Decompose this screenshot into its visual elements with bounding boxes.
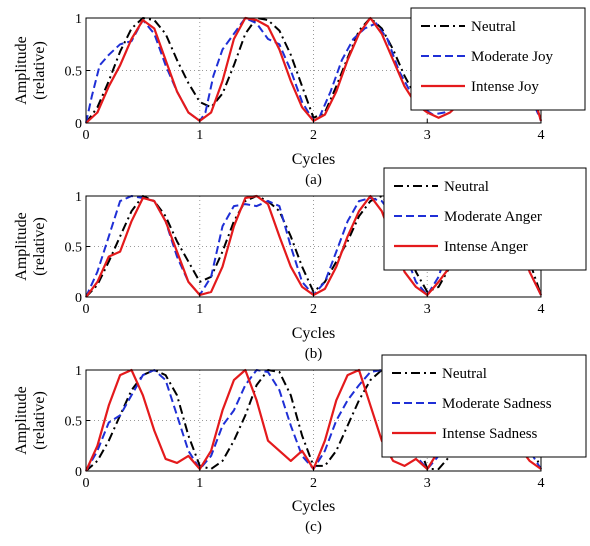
x-tick-label: 3 <box>424 302 431 317</box>
y-axis-label: Amplitude(relative) <box>13 36 48 104</box>
legend-entry: Intense Anger <box>444 239 528 255</box>
y-tick-label: 0.5 <box>65 65 83 80</box>
legend-entry: Moderate Anger <box>444 209 542 225</box>
legend: Neutral Moderate Sadness Intense Sadness <box>381 354 587 458</box>
y-tick-label: 0 <box>75 291 82 306</box>
x-tick-label: 2 <box>310 476 317 491</box>
panel-1: 0 1 2 3 4 0 0.5 1 Cycles Amplitude(relative) (a) Ne… <box>13 7 586 188</box>
x-axis-label: Cycles <box>292 151 336 168</box>
panel-label: (a) <box>305 172 322 188</box>
y-tick-label: 1 <box>75 12 82 27</box>
y-tick-label: 0.5 <box>65 241 83 256</box>
y-tick-label: 0 <box>75 465 82 480</box>
y-axis-label: Amplitude(relative) <box>13 212 48 280</box>
panel-label: (c) <box>305 519 322 535</box>
legend: Neutral Moderate Joy Intense Joy <box>410 7 586 111</box>
legend-entry: Moderate Sadness <box>442 396 552 412</box>
y-axis-label: Amplitude(relative) <box>13 386 48 454</box>
x-tick-label: 1 <box>196 128 203 143</box>
series-line-neutral <box>85 17 542 124</box>
legend: Neutral Moderate Anger Intense Anger <box>383 167 587 271</box>
legend-entry: Neutral <box>442 366 487 382</box>
x-tick-label: 0 <box>83 476 90 491</box>
legend-entry: Intense Joy <box>471 79 539 95</box>
x-tick-label: 2 <box>310 302 317 317</box>
panel-3: 0 1 2 3 4 0 0.5 1 Cycles Amplitude(relative) (c) Ne… <box>13 354 587 535</box>
legend-entry: Intense Sadness <box>442 426 538 442</box>
legend-entry: Moderate Joy <box>471 49 554 65</box>
x-tick-label: 0 <box>83 128 90 143</box>
x-tick-label: 2 <box>310 128 317 143</box>
x-tick-label: 3 <box>424 476 431 491</box>
panel-2: 0 1 2 3 4 0 0.5 1 Cycles Amplitude(relative) (b) Ne… <box>13 167 587 362</box>
x-tick-label: 3 <box>424 128 431 143</box>
x-axis-label: Cycles <box>292 498 336 515</box>
x-tick-label: 1 <box>196 302 203 317</box>
x-tick-label: 4 <box>538 128 545 143</box>
legend-entry: Neutral <box>471 19 516 35</box>
x-tick-label: 4 <box>538 302 545 317</box>
panel-label: (b) <box>305 346 323 362</box>
legend-entry: Neutral <box>444 179 489 195</box>
series-line-neutral <box>85 369 542 472</box>
y-tick-label: 0.5 <box>65 415 83 430</box>
x-axis-label: Cycles <box>292 325 336 342</box>
x-tick-label: 1 <box>196 476 203 491</box>
y-tick-label: 0 <box>75 117 82 132</box>
x-tick-label: 0 <box>83 302 90 317</box>
y-tick-label: 1 <box>75 190 82 205</box>
x-tick-label: 4 <box>538 476 545 491</box>
y-tick-label: 1 <box>75 364 82 379</box>
